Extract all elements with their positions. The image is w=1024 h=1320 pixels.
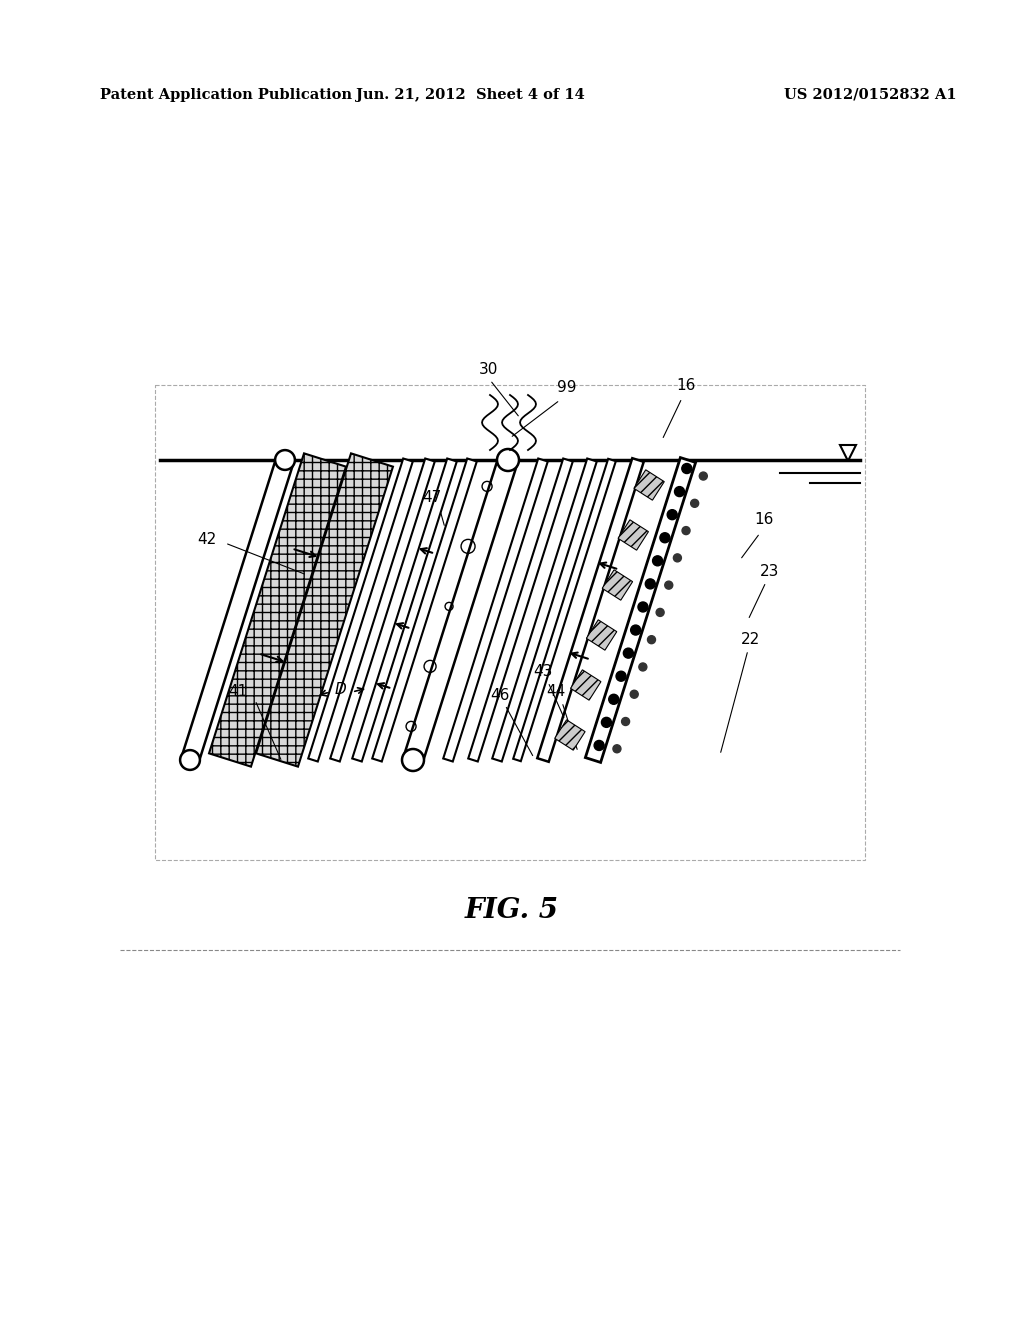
Circle shape xyxy=(616,671,626,681)
Polygon shape xyxy=(634,470,665,500)
Text: 46: 46 xyxy=(490,688,510,702)
Text: US 2012/0152832 A1: US 2012/0152832 A1 xyxy=(783,88,956,102)
Circle shape xyxy=(594,741,604,751)
Text: FIG. 5: FIG. 5 xyxy=(465,896,559,924)
Circle shape xyxy=(402,748,424,771)
Circle shape xyxy=(647,636,655,644)
Circle shape xyxy=(275,450,295,470)
Text: D: D xyxy=(334,682,346,697)
Polygon shape xyxy=(468,458,572,762)
Polygon shape xyxy=(256,453,393,767)
Circle shape xyxy=(668,510,677,520)
Circle shape xyxy=(639,663,647,671)
Polygon shape xyxy=(209,453,346,767)
Circle shape xyxy=(645,579,655,589)
Polygon shape xyxy=(513,459,615,762)
Circle shape xyxy=(652,556,663,566)
Circle shape xyxy=(699,473,708,480)
Polygon shape xyxy=(587,620,616,651)
Polygon shape xyxy=(602,570,633,601)
Polygon shape xyxy=(570,669,601,700)
Text: 47: 47 xyxy=(422,491,441,506)
Circle shape xyxy=(675,487,684,496)
Text: 30: 30 xyxy=(478,363,498,378)
Text: Patent Application Publication: Patent Application Publication xyxy=(100,88,352,102)
Circle shape xyxy=(659,533,670,543)
Text: Jun. 21, 2012  Sheet 4 of 14: Jun. 21, 2012 Sheet 4 of 14 xyxy=(355,88,585,102)
Text: 16: 16 xyxy=(755,512,774,528)
Circle shape xyxy=(656,609,665,616)
Circle shape xyxy=(682,463,692,474)
Polygon shape xyxy=(618,520,648,550)
Polygon shape xyxy=(330,458,435,762)
Text: 42: 42 xyxy=(198,532,217,548)
Polygon shape xyxy=(493,458,597,762)
Circle shape xyxy=(638,602,648,612)
Circle shape xyxy=(601,717,611,727)
Circle shape xyxy=(631,626,641,635)
Text: 22: 22 xyxy=(740,632,760,648)
Circle shape xyxy=(665,581,673,589)
Circle shape xyxy=(682,527,690,535)
Text: 99: 99 xyxy=(557,380,577,396)
Polygon shape xyxy=(181,457,294,763)
Polygon shape xyxy=(443,458,548,762)
Circle shape xyxy=(613,744,621,752)
Polygon shape xyxy=(586,458,695,763)
Polygon shape xyxy=(403,457,517,763)
Circle shape xyxy=(608,694,618,705)
Circle shape xyxy=(622,718,630,726)
Circle shape xyxy=(690,499,698,507)
Circle shape xyxy=(624,648,634,659)
Circle shape xyxy=(497,449,519,471)
Text: 41: 41 xyxy=(228,685,248,700)
Circle shape xyxy=(180,750,200,770)
Text: 16: 16 xyxy=(676,378,695,392)
Polygon shape xyxy=(373,458,477,762)
Text: 44: 44 xyxy=(547,685,565,700)
Polygon shape xyxy=(352,458,457,762)
Text: 23: 23 xyxy=(760,565,779,579)
Polygon shape xyxy=(555,719,585,750)
Polygon shape xyxy=(308,458,413,762)
Bar xyxy=(155,385,865,861)
Circle shape xyxy=(630,690,638,698)
Text: 43: 43 xyxy=(534,664,553,680)
Circle shape xyxy=(674,554,681,562)
Polygon shape xyxy=(538,458,644,762)
